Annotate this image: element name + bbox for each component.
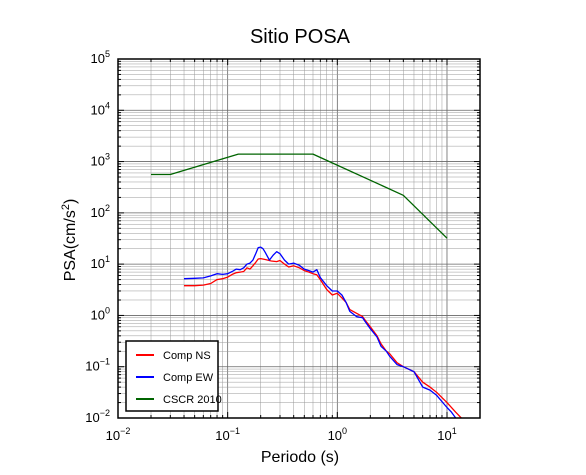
legend-label-comp-ew: Comp EW	[163, 372, 214, 384]
y-tick-label: 104	[91, 100, 110, 117]
x-tick-label: 100	[328, 426, 347, 443]
legend: Comp NS Comp EW CSCR 2010	[125, 340, 222, 412]
x-tick-label: 10−1	[215, 426, 240, 443]
y-tick-label: 10−2	[85, 408, 110, 425]
series-line-comp-ew	[183, 246, 457, 418]
y-tick-label-base: 10	[85, 359, 99, 374]
y-axis-label: PSA(cm/s2)	[60, 199, 79, 282]
x-tick-label-exponent: 0	[342, 426, 347, 436]
y-tick-label-base: 10	[91, 154, 105, 169]
y-tick-label-exponent: 0	[105, 305, 110, 315]
y-tick-label: 102	[91, 203, 110, 220]
series-line-comp-ns	[184, 257, 462, 418]
y-tick-label-exponent: 4	[105, 100, 110, 110]
legend-label-comp-ns: Comp NS	[163, 350, 211, 362]
y-axis-label-main: PSA(cm/s	[62, 210, 79, 281]
x-tick-labels: 10−2 10−1 100 101	[106, 426, 457, 443]
x-tick-label-base: 10	[106, 428, 120, 443]
y-tick-label: 105	[91, 49, 110, 66]
y-tick-label-exponent: 2	[105, 203, 110, 213]
x-tick-label: 10−2	[106, 426, 131, 443]
y-tick-label-exponent: −2	[100, 408, 110, 418]
y-tick-label-base: 10	[85, 410, 99, 425]
y-tick-label-base: 10	[91, 51, 105, 66]
y-tick-label-base: 10	[91, 307, 105, 322]
y-tick-label: 101	[91, 254, 110, 271]
y-tick-label-base: 10	[91, 256, 105, 271]
series-layer	[151, 153, 462, 418]
y-tick-label-exponent: −1	[100, 357, 110, 367]
y-tick-label-exponent: 5	[105, 49, 110, 59]
y-axis-label-close: )	[62, 199, 79, 204]
grid	[117, 58, 481, 419]
x-axis-label: Periodo (s)	[261, 449, 339, 466]
y-tick-label: 10−1	[85, 357, 110, 374]
y-axis-label-superscript: 2	[60, 204, 72, 210]
x-tick-label: 101	[437, 426, 456, 443]
legend-label-cscr-2010: CSCR 2010	[163, 394, 222, 406]
y-tick-label-base: 10	[91, 102, 105, 117]
x-tick-label-exponent: 1	[452, 426, 457, 436]
x-tick-label-base: 10	[437, 428, 451, 443]
x-tick-label-exponent: −1	[230, 426, 240, 436]
x-tick-label-base: 10	[328, 428, 342, 443]
y-tick-label: 100	[91, 305, 110, 322]
y-tick-label-base: 10	[91, 205, 105, 220]
y-tick-label: 103	[91, 152, 110, 169]
x-tick-label-base: 10	[215, 428, 229, 443]
series-line-cscr-2010	[151, 153, 448, 239]
x-tick-label-exponent: −2	[120, 426, 130, 436]
y-tick-label-exponent: 3	[105, 152, 110, 162]
y-tick-label-exponent: 1	[105, 254, 110, 264]
chart-title: Sitio POSA	[250, 26, 351, 48]
plot-frame	[117, 58, 481, 419]
